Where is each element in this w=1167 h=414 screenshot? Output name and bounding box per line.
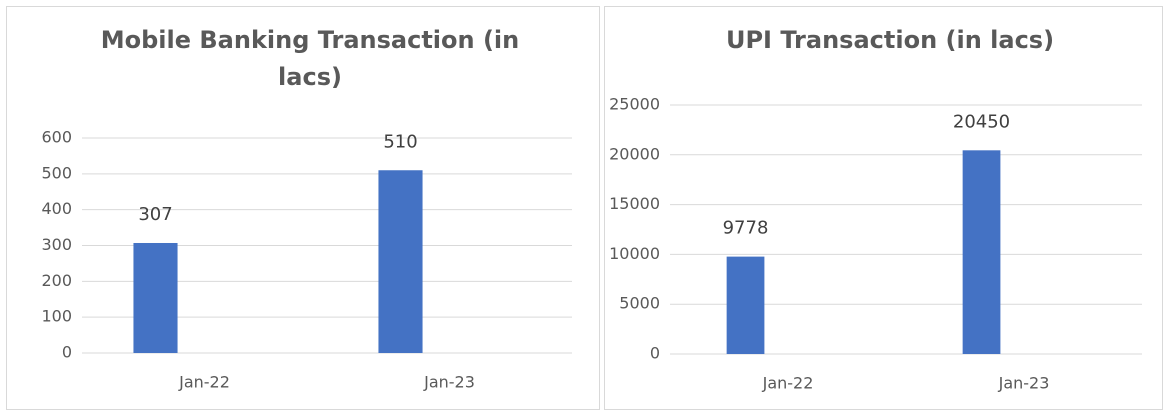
y-tick-label: 20000	[609, 144, 660, 163]
y-tick-label: 500	[41, 163, 72, 182]
y-tick-label: 300	[41, 235, 72, 254]
y-tick-label: 10000	[609, 244, 660, 263]
x-tick-label: Jan-23	[998, 374, 1050, 393]
data-label: 9778	[723, 218, 769, 239]
bar	[726, 256, 765, 354]
y-tick-label: 5000	[619, 294, 660, 313]
x-tick-label: Jan-22	[178, 373, 230, 392]
data-label: 307	[138, 204, 172, 225]
chart-panel	[604, 6, 1163, 410]
y-tick-label: 15000	[609, 194, 660, 213]
chart-title: UPI Transaction (in lacs)	[725, 26, 1055, 54]
x-tick-label: Jan-23	[423, 373, 475, 392]
x-tick-label: Jan-22	[762, 374, 814, 393]
bar	[378, 170, 423, 353]
y-tick-label: 400	[41, 199, 72, 218]
data-label: 20450	[953, 111, 1010, 132]
data-label: 510	[383, 131, 417, 152]
bar	[962, 150, 1001, 354]
y-tick-label: 200	[41, 271, 72, 290]
y-tick-label: 600	[41, 128, 72, 147]
y-tick-label: 25000	[609, 95, 660, 114]
chart-title: Mobile Banking Transaction (in lacs)	[100, 26, 520, 91]
y-tick-label: 100	[41, 307, 72, 326]
bar	[133, 242, 178, 353]
chart-panel	[6, 6, 600, 410]
y-tick-label: 0	[62, 343, 72, 362]
y-tick-label: 0	[650, 344, 660, 363]
